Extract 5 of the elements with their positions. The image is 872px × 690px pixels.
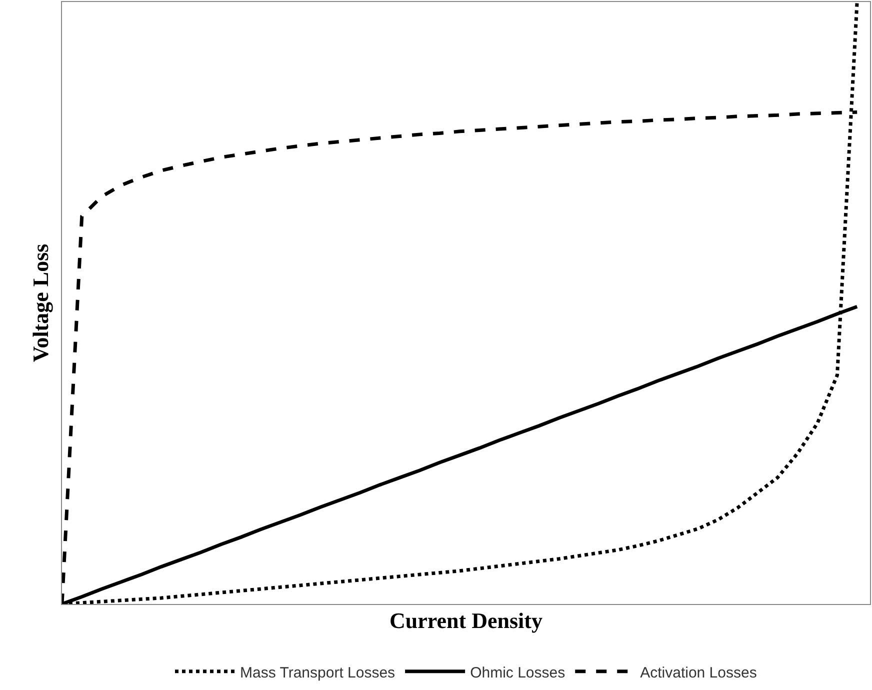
legend-label: Mass Transport Losses <box>240 664 396 682</box>
legend-label: Activation Losses <box>640 664 757 682</box>
legend-label: Ohmic Losses <box>470 664 566 682</box>
x-axis-title: Current Density <box>390 608 542 633</box>
y-axis-title: Voltage Loss <box>28 243 53 362</box>
